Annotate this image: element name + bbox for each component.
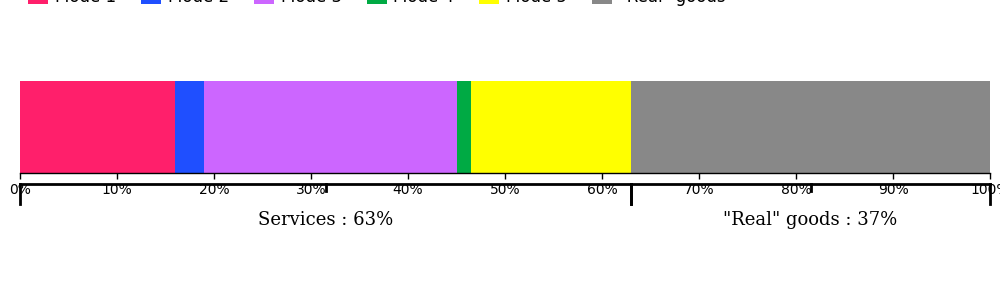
Text: "Real" goods : 37%: "Real" goods : 37% xyxy=(723,211,898,229)
Text: Services : 63%: Services : 63% xyxy=(258,211,393,229)
Bar xyxy=(175,81,204,173)
Bar xyxy=(20,81,175,173)
Bar xyxy=(471,81,631,173)
Bar xyxy=(631,81,990,173)
Legend: Mode 1, Mode 2, Mode 3, Mode 4, Mode 5, "Real" goods: Mode 1, Mode 2, Mode 3, Mode 4, Mode 5, … xyxy=(28,0,725,6)
Bar xyxy=(457,81,471,173)
Bar xyxy=(204,81,456,173)
